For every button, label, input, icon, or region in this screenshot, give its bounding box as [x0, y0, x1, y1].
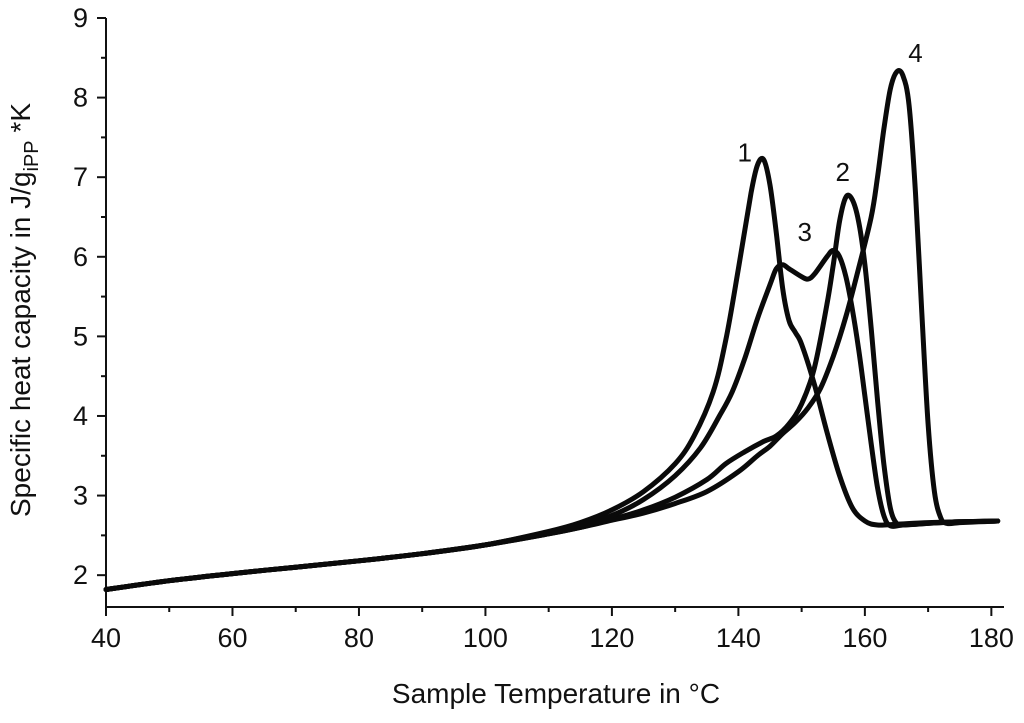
curve-label-2: 2 [836, 157, 850, 187]
x-tick-label: 160 [842, 623, 887, 653]
y-tick-label: 3 [73, 481, 88, 511]
x-tick-label: 80 [344, 623, 374, 653]
x-tick-label: 100 [463, 623, 508, 653]
x-tick-label: 60 [217, 623, 247, 653]
curve-3 [103, 247, 1001, 592]
x-tick-label: 180 [969, 623, 1014, 653]
curve-label-1: 1 [737, 137, 751, 167]
x-tick-label: 140 [716, 623, 761, 653]
y-axis-title: Specific heat capacity in J/giPP *K [5, 103, 43, 517]
y-tick-label: 4 [73, 401, 88, 431]
y-tick-label: 6 [73, 242, 88, 272]
curve-label-4: 4 [908, 38, 922, 68]
y-tick-label: 2 [73, 560, 88, 590]
y-tick-label: 5 [73, 321, 88, 351]
curve-labels: 1 23 4 [737, 38, 922, 247]
curves [103, 68, 1001, 592]
x-axis-title: Sample Temperature in °C [392, 678, 720, 709]
y-tick-label: 7 [73, 162, 88, 192]
y-axis-title-suffix: *K [5, 103, 36, 141]
curve-4 [103, 68, 1001, 592]
y-tick-label: 8 [73, 83, 88, 113]
x-tick-label: 120 [589, 623, 634, 653]
y-axis-title-subscript: iPP [21, 140, 43, 171]
curve-label-3: 3 [798, 217, 812, 247]
x-tick-label: 40 [91, 623, 121, 653]
y-axis-title-main: Specific heat capacity in J/g [5, 171, 36, 517]
y-tick-label: 9 [73, 3, 88, 33]
